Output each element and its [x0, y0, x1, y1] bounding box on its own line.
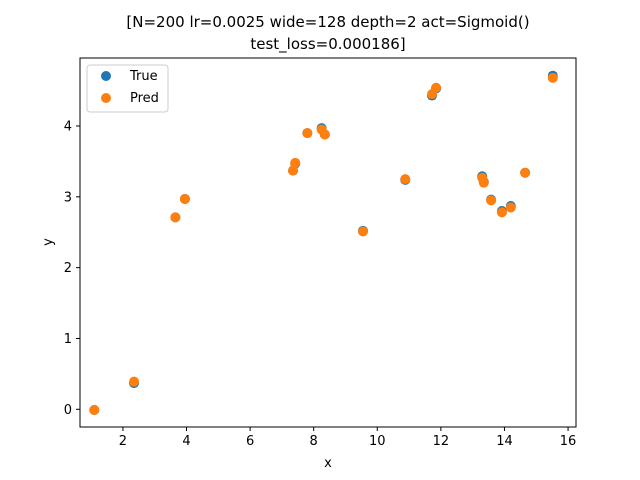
x-tick-label: 8 [310, 434, 318, 449]
x-tick-label: 2 [119, 434, 127, 449]
chart-title-line-1: [N=200 lr=0.0025 wide=128 depth=2 act=Si… [126, 13, 529, 31]
legend-marker-true [101, 71, 111, 81]
plot-frame [79, 57, 577, 428]
chart-title-line-2: test_loss=0.000186] [250, 35, 405, 54]
point-pred [290, 157, 301, 168]
point-pred [170, 212, 181, 223]
legend-label-true: True [129, 69, 158, 84]
point-pred [288, 165, 299, 176]
point-pred [179, 193, 190, 204]
x-axis-ticks: 2 4 6 8 10 12 14 16 [119, 427, 577, 449]
data-points [89, 70, 558, 416]
point-pred [486, 195, 497, 206]
x-tick-label: 16 [560, 434, 577, 449]
x-tick-label: 6 [246, 434, 254, 449]
point-pred [496, 207, 507, 218]
point-pred [505, 202, 516, 213]
y-tick-label: 1 [64, 332, 72, 347]
point-pred [431, 82, 442, 93]
point-pred [89, 405, 100, 416]
y-tick-label: 2 [64, 261, 72, 276]
y-axis-ticks: 0 1 2 3 4 [64, 119, 80, 418]
x-tick-label: 14 [496, 434, 513, 449]
point-pred [547, 72, 558, 83]
y-tick-label: 4 [64, 119, 72, 134]
point-pred [400, 174, 411, 185]
point-pred [478, 177, 489, 188]
legend: True Pred [86, 64, 169, 113]
point-pred [520, 167, 531, 178]
x-axis-label: x [324, 456, 332, 471]
x-tick-label: 4 [182, 434, 190, 449]
point-pred [129, 376, 140, 387]
legend-marker-pred [101, 93, 111, 103]
x-tick-label: 12 [433, 434, 450, 449]
y-tick-label: 3 [64, 190, 72, 205]
y-axis-label: y [41, 238, 56, 246]
legend-label-pred: Pred [130, 91, 159, 106]
point-pred [302, 128, 313, 139]
x-tick-label: 10 [369, 434, 386, 449]
y-tick-label: 0 [64, 403, 72, 418]
point-pred [357, 226, 368, 237]
point-pred [319, 129, 330, 140]
